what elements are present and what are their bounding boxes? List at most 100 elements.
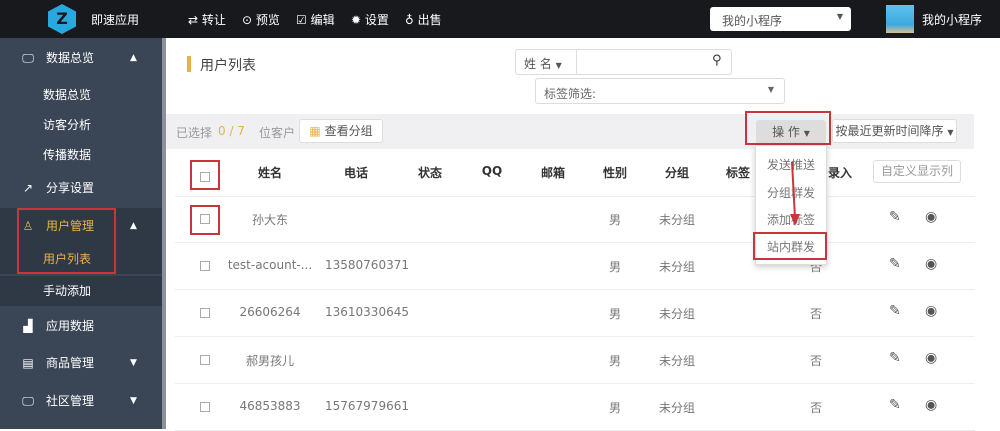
- cell-gender: 男: [608, 354, 621, 368]
- row-divider: [175, 336, 975, 337]
- preview-button[interactable]: ⊙ 预览: [242, 11, 280, 28]
- preview-label: 预览: [255, 13, 280, 27]
- caret-up-icon: ▲: [130, 221, 137, 231]
- money-bag-icon: ♁: [405, 13, 414, 27]
- edit-button[interactable]: ☑ 编辑: [296, 11, 335, 28]
- caret-down-icon: ▼: [836, 12, 843, 21]
- tag-filter-select[interactable]: 标签筛选: ▼: [535, 78, 785, 104]
- search-box: 姓 名 ▼ ⚲: [515, 49, 732, 75]
- app-select[interactable]: 我的小程序 ▼: [710, 7, 851, 31]
- menu-item-site-message[interactable]: 站内群发: [766, 240, 815, 254]
- search-icon[interactable]: ⚲: [712, 53, 722, 68]
- swap-icon: ⇄: [188, 13, 199, 27]
- col-entry: 录入: [827, 166, 852, 180]
- caret-up-icon: ▲: [130, 53, 137, 63]
- sidebar-item-users[interactable]: ♙ 用户管理 ▲: [0, 208, 162, 244]
- label: 数据总览: [46, 51, 95, 65]
- sort-select[interactable]: 按最近更新时间降序 ▼: [832, 119, 957, 143]
- col-phone: 电话: [343, 166, 368, 180]
- custom-columns-button[interactable]: 自定义显示列: [873, 160, 961, 183]
- sidebar-sub-manual-add[interactable]: 手动添加: [0, 276, 162, 306]
- edit-icon[interactable]: ✎: [889, 350, 901, 366]
- play-circle-icon: ⊙: [242, 13, 253, 27]
- eye-icon[interactable]: ◉: [925, 256, 938, 272]
- label: 用户管理: [46, 219, 95, 233]
- avatar[interactable]: [886, 5, 914, 33]
- cell-name: 孙大东: [251, 213, 288, 227]
- row-divider: [175, 383, 975, 384]
- selected-count: 0 / 7: [218, 124, 245, 138]
- col-qq: QQ: [481, 164, 503, 178]
- monitor-icon: 🖵: [22, 51, 34, 65]
- sell-button[interactable]: ♁ 出售: [405, 11, 442, 28]
- menu-item-send-push[interactable]: 发送推送: [766, 158, 815, 172]
- label: 分享设置: [46, 181, 95, 195]
- eye-icon[interactable]: ◉: [925, 209, 938, 225]
- view-groups-button[interactable]: ▦ 查看分组: [299, 119, 383, 143]
- col-group: 分组: [664, 166, 689, 180]
- eye-icon[interactable]: ◉: [925, 350, 938, 366]
- row-divider: [175, 242, 975, 243]
- label: 商品管理: [46, 356, 95, 370]
- highlight-box: [753, 232, 827, 260]
- sidebar-sub-user-list[interactable]: 用户列表: [0, 244, 162, 274]
- row-divider: [175, 289, 975, 290]
- cell-phone: 15767979661: [325, 399, 409, 413]
- cell-gender: 男: [608, 260, 621, 274]
- highlight-box: [17, 208, 116, 274]
- row-checkbox[interactable]: [200, 308, 210, 318]
- row-checkbox[interactable]: [200, 402, 210, 412]
- sidebar-item-overview[interactable]: 🖵 数据总览 ▲: [0, 40, 162, 76]
- sidebar-sub-overview[interactable]: 数据总览: [43, 88, 92, 102]
- col-gender: 性别: [602, 166, 627, 180]
- settings-button[interactable]: ✹ 设置: [351, 11, 389, 28]
- caret-down-icon: ▼: [555, 61, 562, 70]
- cell-name: 郝男孩儿: [245, 354, 294, 368]
- grid-icon: ▦: [309, 124, 321, 138]
- sell-label: 出售: [417, 13, 442, 27]
- row-checkbox[interactable]: [200, 261, 210, 271]
- search-field-select[interactable]: 姓 名 ▼: [524, 55, 562, 72]
- label: 应用数据: [46, 319, 95, 333]
- selected-prefix: 已选择: [176, 126, 213, 140]
- sidebar-sub-visitors[interactable]: 访客分析: [43, 118, 92, 132]
- highlight-box: [190, 160, 220, 190]
- menu-item-group-send[interactable]: 分组群发: [766, 186, 815, 200]
- row-checkbox[interactable]: [200, 214, 210, 224]
- monitor-icon: 🖵: [22, 394, 34, 408]
- sidebar-item-community[interactable]: 🖵 社区管理 ▼: [0, 383, 162, 419]
- eye-icon[interactable]: ◉: [925, 303, 938, 319]
- col-email: 邮箱: [540, 166, 565, 180]
- edit-icon[interactable]: ✎: [889, 209, 901, 225]
- edit-icon[interactable]: ✎: [889, 256, 901, 272]
- transfer-button[interactable]: ⇄ 转让: [188, 11, 226, 28]
- sidebar-sub-spread[interactable]: 传播数据: [43, 148, 92, 162]
- search-field-value: 姓 名: [524, 57, 552, 71]
- label: 社区管理: [46, 394, 95, 408]
- cell-name: test-acount-...: [227, 258, 313, 272]
- sidebar-scrollbar[interactable]: [162, 38, 166, 429]
- sidebar-item-goods[interactable]: ▤ 商品管理 ▼: [0, 345, 162, 381]
- select-all-checkbox[interactable]: [200, 172, 210, 182]
- sidebar-item-share[interactable]: ↗ 分享设置: [0, 170, 162, 206]
- transfer-label: 转让: [201, 13, 226, 27]
- operate-menu: 发送推送 分组群发 添加标签 站内群发: [755, 145, 827, 265]
- eye-icon[interactable]: ◉: [925, 397, 938, 413]
- row-checkbox[interactable]: [200, 355, 210, 365]
- sort-value: 按最近更新时间降序: [835, 124, 944, 138]
- cell-group: 未分组: [658, 307, 695, 321]
- search-input[interactable]: [576, 50, 706, 74]
- user-name[interactable]: 我的小程序: [922, 13, 983, 27]
- toolbar: 已选择 0 / 7 位客户 ▦ 查看分组 操 作 ▼ 按最近更新时间降序 ▼: [166, 111, 974, 149]
- cell-gender: 男: [608, 401, 621, 415]
- user-icon: ♙: [22, 219, 34, 233]
- title-accent: [187, 56, 191, 72]
- cell-name: 46853883: [239, 399, 301, 413]
- edit-icon[interactable]: ✎: [889, 303, 901, 319]
- sidebar: 🖵 数据总览 ▲ 数据总览 访客分析 传播数据 ↗ 分享设置 ♙ 用户管理 ▲ 用户列表 …: [0, 38, 162, 429]
- sidebar-item-app-data[interactable]: ▟ 应用数据: [0, 308, 162, 344]
- menu-item-add-tag[interactable]: 添加标签: [766, 213, 815, 227]
- edit-icon[interactable]: ✎: [889, 397, 901, 413]
- col-name[interactable]: 姓名: [257, 166, 282, 180]
- caret-down-icon: ▼: [767, 85, 774, 94]
